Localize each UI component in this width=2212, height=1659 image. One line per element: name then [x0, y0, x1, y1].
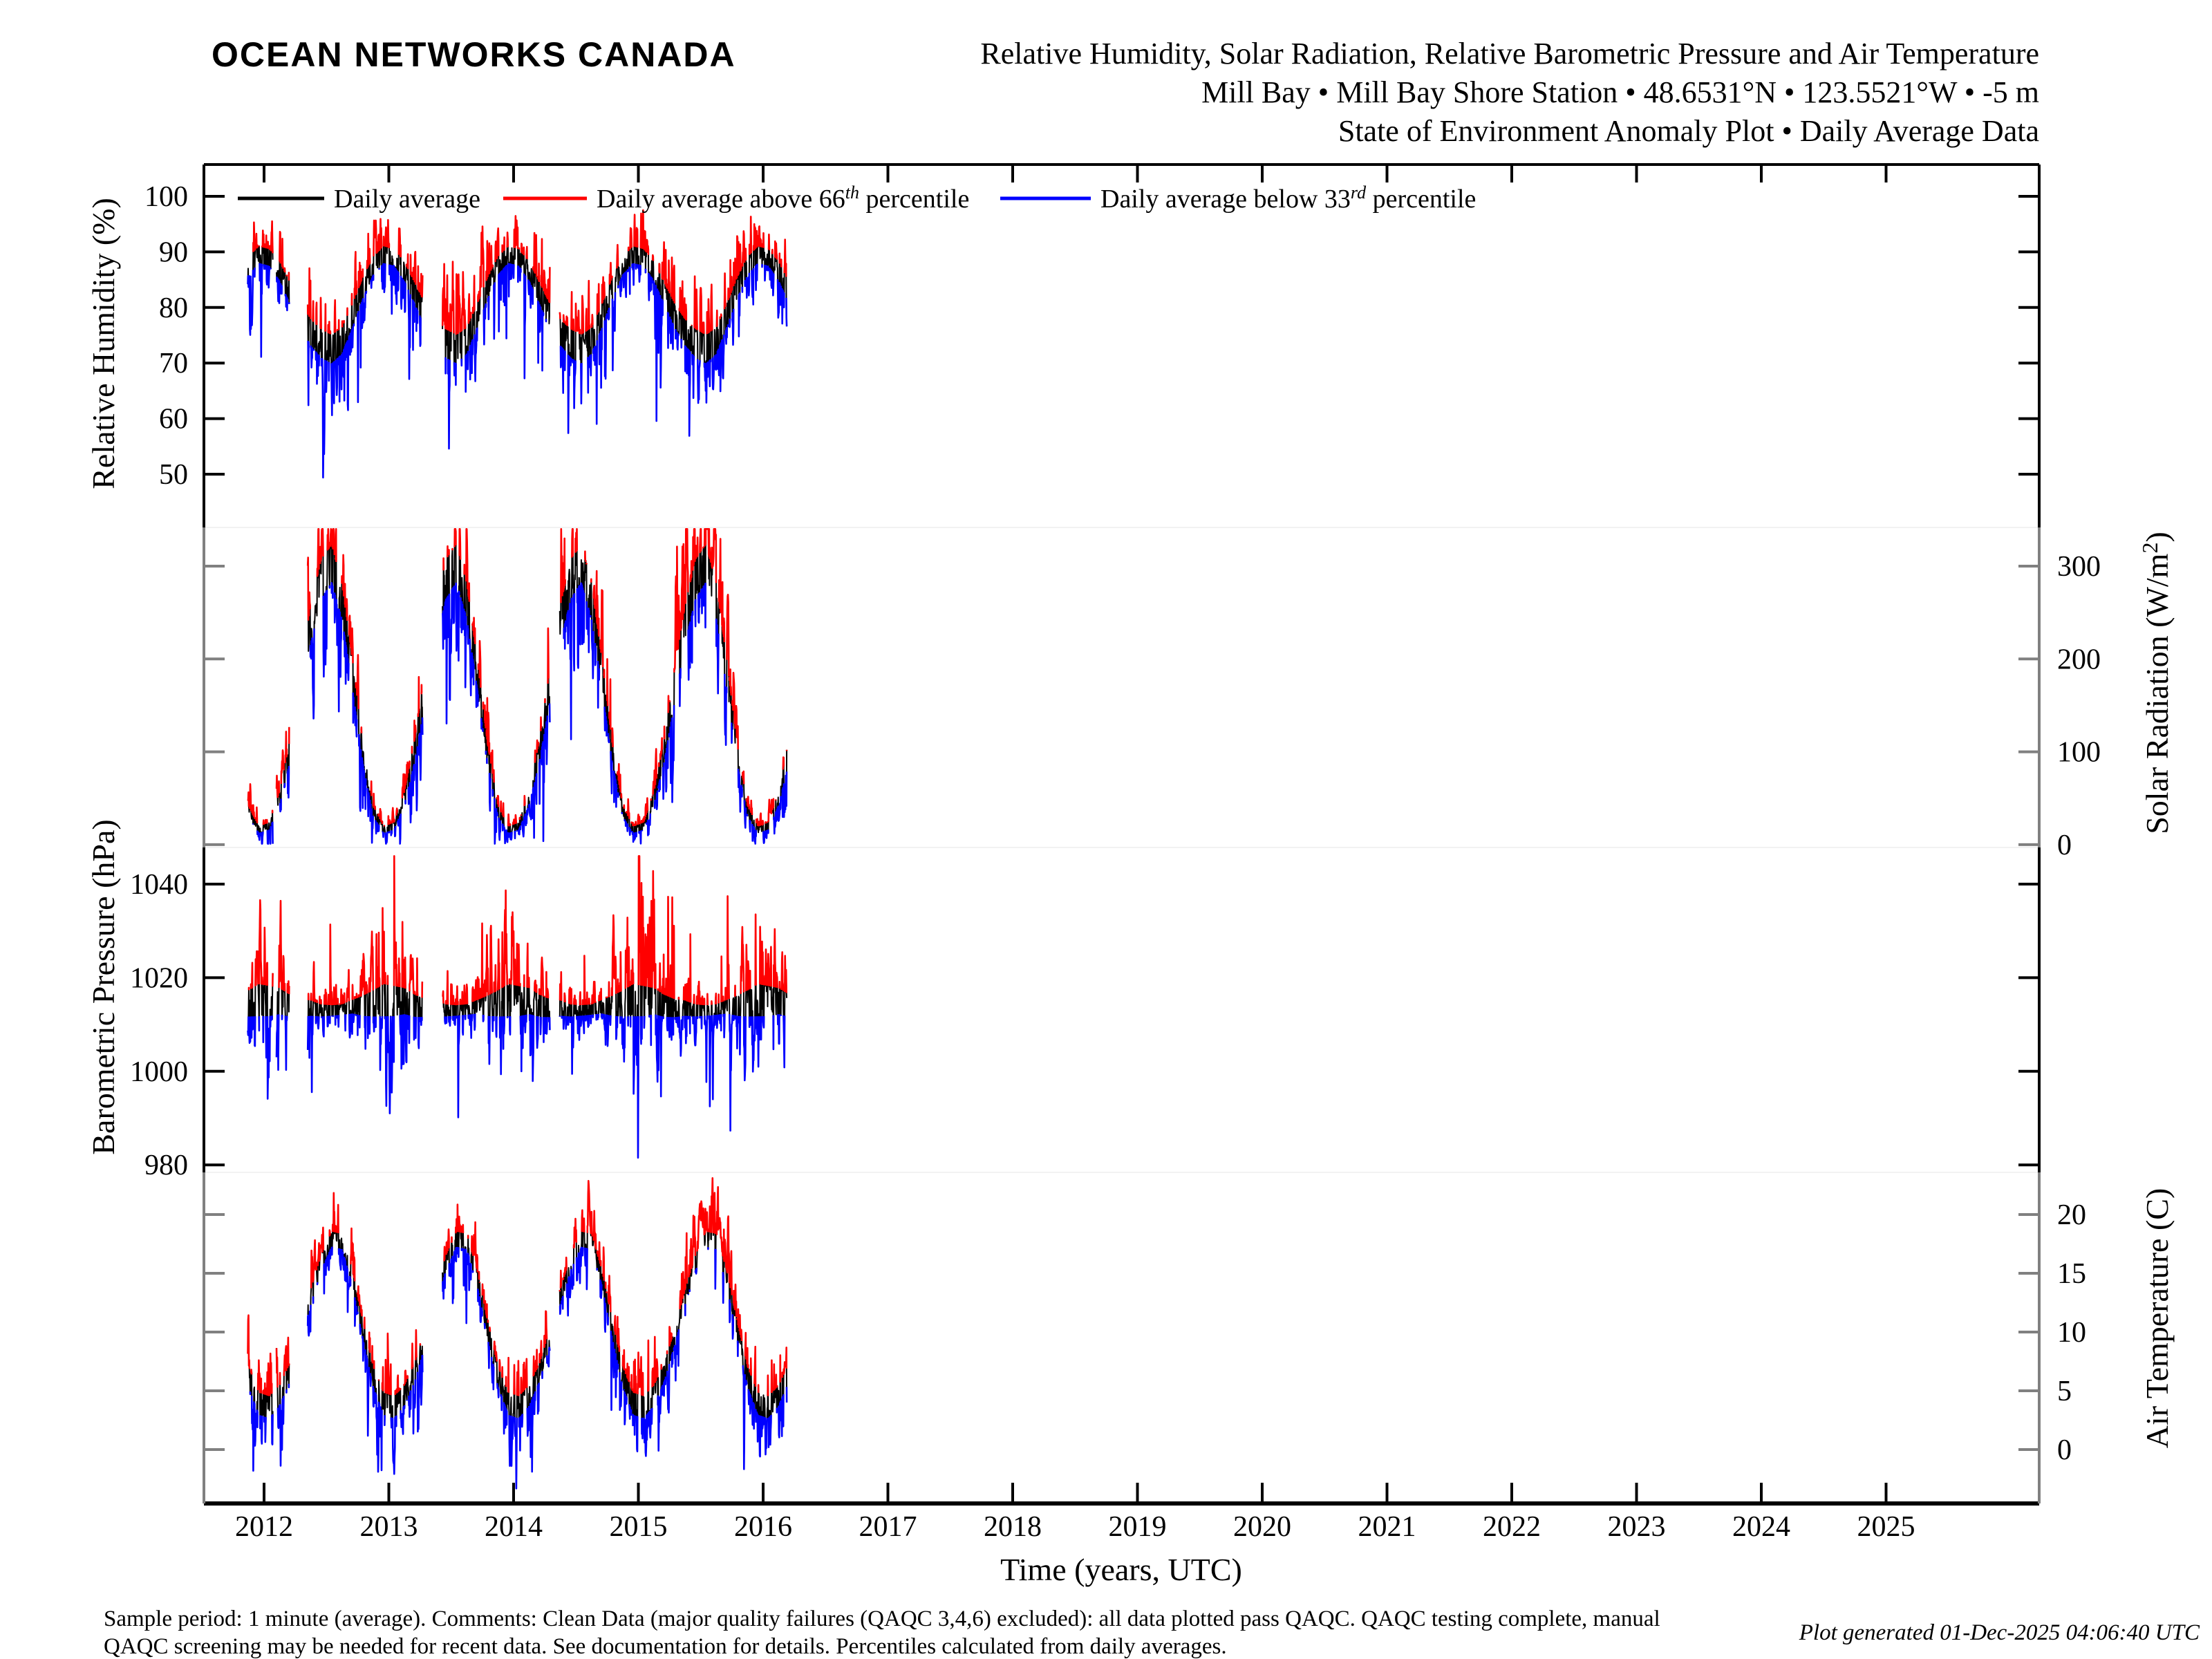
x-tick-label: 2015	[610, 1511, 668, 1543]
series-daily-average-humidity	[247, 209, 788, 478]
x-tick-label: 2014	[485, 1511, 543, 1543]
y-tick-label-temperature: 15	[2057, 1258, 2086, 1290]
y-tick-label-solar: 0	[2057, 830, 2072, 861]
series-above-66th-pressure	[247, 855, 788, 1006]
footer-comments-line2: QAQC screening may be needed for recent …	[104, 1634, 1227, 1659]
y-tick-label-temperature: 10	[2057, 1317, 2086, 1349]
y-tick-label-humidity: 50	[159, 459, 188, 491]
plot-title-line3: State of Environment Anomaly Plot • Dail…	[1338, 114, 2039, 148]
y-tick-label-humidity: 80	[159, 292, 188, 324]
y-tick-label-humidity: 70	[159, 348, 188, 379]
series-below-33rd-pressure	[247, 1013, 786, 1159]
x-tick-label: 2020	[1233, 1511, 1291, 1543]
legend-label-below-33rd: Daily average below 33rd percentile	[1100, 182, 1476, 214]
x-axis-label: Time (years, UTC)	[1000, 1552, 1242, 1587]
y-tick-label-humidity: 90	[159, 236, 188, 268]
legend-label-daily-average: Daily average	[334, 185, 480, 214]
x-tick-label: 2018	[984, 1511, 1042, 1543]
x-tick-label: 2017	[859, 1511, 917, 1543]
y-tick-label-humidity: 100	[144, 181, 188, 213]
series-daily-average-pressure	[247, 855, 788, 1159]
x-tick-label: 2016	[734, 1511, 792, 1543]
y-tick-label-pressure: 1000	[130, 1056, 188, 1088]
footer-generated-timestamp: Plot generated 01-Dec-2025 04:06:40 UTC	[1799, 1620, 2200, 1645]
x-tick-label: 2023	[1608, 1511, 1666, 1543]
series-above-66th-humidity	[252, 209, 787, 335]
humidity-axis-label: Relative Humidity (%)	[86, 198, 121, 489]
series-below-33rd-solar	[252, 582, 788, 845]
y-tick-label-temperature: 5	[2057, 1376, 2072, 1407]
series-below-33rd-temperature	[249, 1246, 788, 1490]
x-tick-label: 2025	[1857, 1511, 1915, 1543]
series-above-66th-temperature	[247, 1177, 788, 1396]
x-tick-label: 2012	[235, 1511, 293, 1543]
y-tick-label-pressure: 1020	[130, 962, 188, 994]
plot-generated-layer: 2012 2013 2014 2015 2016 2017 2018 2019 2020 2021…	[130, 163, 2101, 1543]
plot-title-line1: Relative Humidity, Solar Radiation, Rela…	[980, 37, 2039, 71]
y-tick-label-temperature: 20	[2057, 1199, 2086, 1231]
legend-label-above-66th: Daily average above 66th percentile	[597, 182, 969, 214]
x-tick-label: 2022	[1483, 1511, 1541, 1543]
x-tick-label: 2013	[360, 1511, 418, 1543]
solar-axis-label: Solar Radiation (W/m2)	[2137, 532, 2175, 834]
series-above-66th-solar	[247, 528, 788, 827]
y-tick-label-humidity: 60	[159, 404, 188, 435]
onc-logo: OCEAN NETWORKS CANADA	[212, 35, 736, 74]
x-tick-label: 2021	[1358, 1511, 1416, 1543]
plot-title-line2: Mill Bay • Mill Bay Shore Station • 48.6…	[1201, 75, 2039, 109]
x-tick-label: 2024	[1732, 1511, 1790, 1543]
legend: Daily average Daily average above 66th p…	[238, 182, 1476, 214]
x-tick-label: 2019	[1109, 1511, 1167, 1543]
series-daily-average-solar	[247, 528, 788, 845]
y-tick-label-solar: 100	[2057, 737, 2101, 769]
y-tick-label-temperature: 0	[2057, 1434, 2072, 1466]
y-tick-label-pressure: 1040	[130, 869, 188, 901]
pressure-axis-label: Barometric Pressure (hPa)	[86, 819, 121, 1154]
temperature-axis-label: Air Temperature (C)	[2139, 1188, 2175, 1449]
series-below-33rd-humidity	[247, 263, 788, 479]
y-tick-label-pressure: 980	[144, 1150, 188, 1181]
y-tick-label-solar: 200	[2057, 644, 2101, 675]
footer-comments-line1: Sample period: 1 minute (average). Comme…	[104, 1606, 1660, 1631]
y-tick-label-solar: 300	[2057, 551, 2101, 583]
